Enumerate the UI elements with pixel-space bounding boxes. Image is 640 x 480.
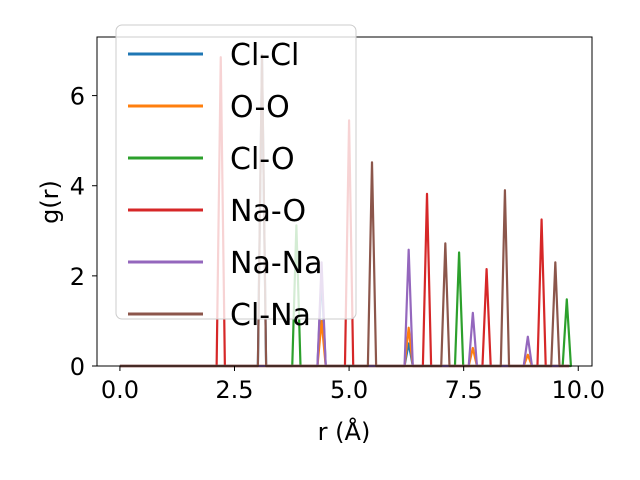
legend-label-na-na: Na-Na: [230, 246, 322, 281]
x-axis-label: r (Å): [318, 417, 371, 446]
y-tick-label: 2: [70, 263, 85, 291]
y-tick-label: 0: [70, 353, 85, 381]
y-axis-label: g(r): [36, 180, 64, 224]
x-tick-label: 7.5: [445, 376, 483, 404]
legend-label-cl-na: Cl-Na: [230, 298, 311, 333]
y-axis: 0 2 4 6: [70, 83, 97, 381]
legend-label-o-o: O-O: [230, 90, 290, 125]
y-tick-label: 4: [70, 173, 85, 201]
x-axis: 0.0 2.5 5.0 7.5 10.0: [101, 366, 605, 404]
legend-label-na-o: Na-O: [230, 194, 306, 229]
x-tick-label: 10.0: [552, 376, 605, 404]
x-tick-label: 2.5: [215, 376, 253, 404]
legend-entries: Cl-Cl O-O Cl-O Na-O Na-Na Cl-Na: [128, 38, 322, 333]
x-tick-label: 0.0: [101, 376, 139, 404]
legend: Cl-Cl O-O Cl-O Na-O Na-Na Cl-Na: [115, 24, 357, 333]
y-tick-label: 6: [70, 83, 85, 111]
legend-label-cl-cl: Cl-Cl: [230, 38, 299, 73]
legend-box: [115, 24, 357, 320]
x-tick-label: 5.0: [330, 376, 368, 404]
legend-label-cl-o: Cl-O: [230, 142, 295, 177]
